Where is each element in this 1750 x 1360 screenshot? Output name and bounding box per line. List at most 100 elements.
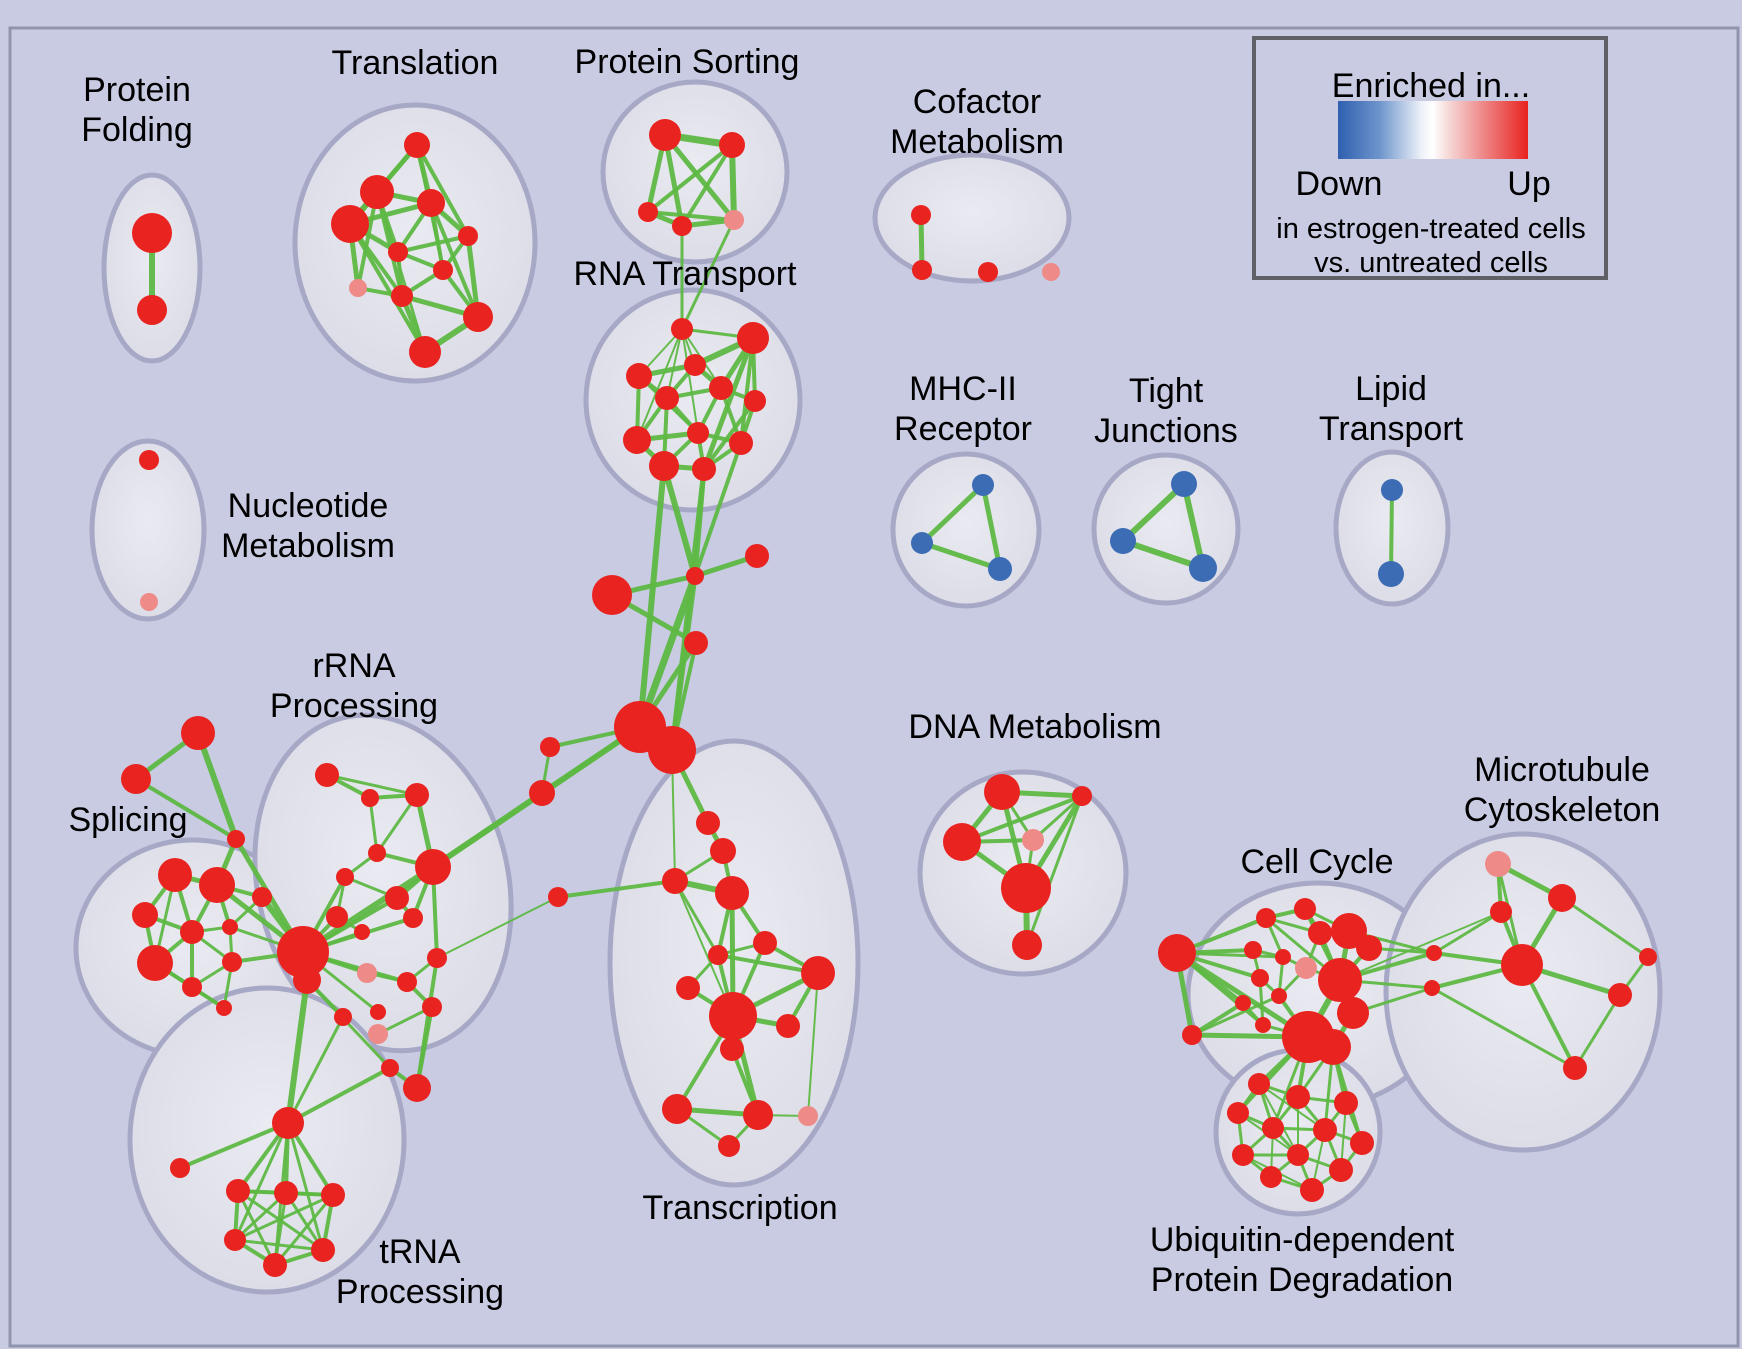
node-rt8 [687,422,709,444]
legend-gradient-bar [1338,101,1528,159]
cluster-label-translation: Translation [332,44,499,82]
edge-lp0-lp1 [1389,488,1394,576]
node-rt0 [671,318,693,340]
node-cc8 [1244,941,1262,959]
node-t8 [391,285,413,307]
edge-d1-d2 [960,794,1084,844]
node-tr7 [676,976,700,1000]
cluster-label-rrna-processing: Processing [270,687,438,725]
node-cc0 [1158,934,1196,972]
node-ps2 [638,202,658,222]
node-p0 [181,716,215,750]
node-sp9 [252,887,272,907]
node-t7 [349,279,367,297]
cluster-ellipse-microtubule-cytoskeleton [1383,831,1663,1153]
legend-title: Enriched in... [1332,67,1530,105]
edge-mh0-mh2 [980,482,1003,572]
edge-h2-h3 [233,1193,335,1242]
node-cc10 [1251,969,1269,987]
legend-box [1252,36,1608,280]
node-q1 [529,780,555,806]
cluster-ellipse-mhc-ii-receptor [890,451,1042,609]
node-rr6 [403,908,423,928]
legend: Enriched in... Down Up in estrogen-treat… [1252,36,1608,280]
node-k1 [745,544,769,568]
edge-ps2-ps4 [646,210,736,222]
edge-h2-h5 [273,1193,335,1267]
node-sp3 [180,920,204,944]
node-rr3 [368,844,386,862]
node-tr3 [715,876,749,910]
node-mt5 [1563,1056,1587,1080]
node-ti [170,1158,190,1178]
node-ps4 [724,210,744,230]
node-tl [548,887,568,907]
cluster-label-ubiquitin-dependent-protein-degradation: Ubiquitin-dependent [1150,1221,1455,1259]
node-sp5 [137,945,173,981]
node-rr0 [315,763,339,787]
edge-cc1-cc11 [1190,994,1281,1037]
edge-ti-th [178,1121,290,1170]
node-rt1 [737,322,769,354]
node-p1 [121,764,151,794]
cluster-label-trna-processing: Processing [336,1273,504,1311]
node-sp2 [132,902,158,928]
node-u6 [1350,1131,1374,1155]
cluster-label-mhc-ii-receptor: Receptor [894,410,1032,448]
node-t9 [463,302,493,332]
edge-rt0-rt7 [636,328,683,441]
figure-frame [8,26,1740,1348]
edge-ps4-rt0 [680,218,736,331]
edge-mt1-mt6 [1560,896,1650,959]
node-mc0 [1426,945,1442,961]
edge-th-h4 [286,1121,325,1252]
edge-tr2-tr8 [674,880,734,1017]
edge-t0-t4 [415,143,470,238]
node-tj0 [1171,471,1197,497]
node-cc9 [1275,949,1291,965]
node-mt0 [1485,851,1511,877]
node-hub2 [293,966,321,994]
edge-ps1-ps3 [680,143,734,228]
node-tj1 [1110,528,1136,554]
node-u0 [1248,1073,1270,1095]
edge-d1-d5 [1025,794,1084,947]
node-cc13 [1318,958,1362,1002]
node-sp6 [182,977,202,997]
edge-rr15-th [286,1015,345,1125]
edge-p0-p2 [195,730,239,842]
node-pf0 [132,213,172,253]
node-sp1 [199,867,235,903]
node-nm1 [140,593,158,611]
edge-th-h3 [233,1121,290,1242]
node-cc14 [1337,997,1369,1029]
edge-mh1-mh2 [919,540,1003,572]
node-rr8 [354,924,370,940]
node-rt7 [623,426,651,454]
edge-rt10-k0 [661,463,698,579]
node-sp0 [158,858,192,892]
cluster-label-rrna-processing: rRNA [312,647,395,685]
edge-mc0-mt2 [1432,910,1503,955]
node-sp7 [222,952,242,972]
node-t1 [360,175,394,209]
node-q0 [540,737,560,757]
edge-rr12-tl [436,896,559,959]
node-mt3 [1501,944,1543,986]
node-tr11 [662,1094,692,1124]
node-sp4 [222,919,238,935]
cluster-ellipse-trna-processing [127,985,407,1295]
node-rr4 [336,868,354,886]
node-mt4 [1608,983,1632,1007]
cluster-label-transcription: Transcription [642,1189,837,1227]
node-sp8 [216,1000,232,1016]
node-hub [277,926,329,978]
edge-rt10-J1 [637,463,667,730]
node-tj2 [1189,554,1217,582]
node-cc11 [1271,988,1287,1004]
edge-mt4-mt5 [1573,993,1622,1070]
node-rt10 [649,451,679,481]
node-cc17 [1255,1017,1271,1033]
edge-t3-t10 [348,222,427,354]
